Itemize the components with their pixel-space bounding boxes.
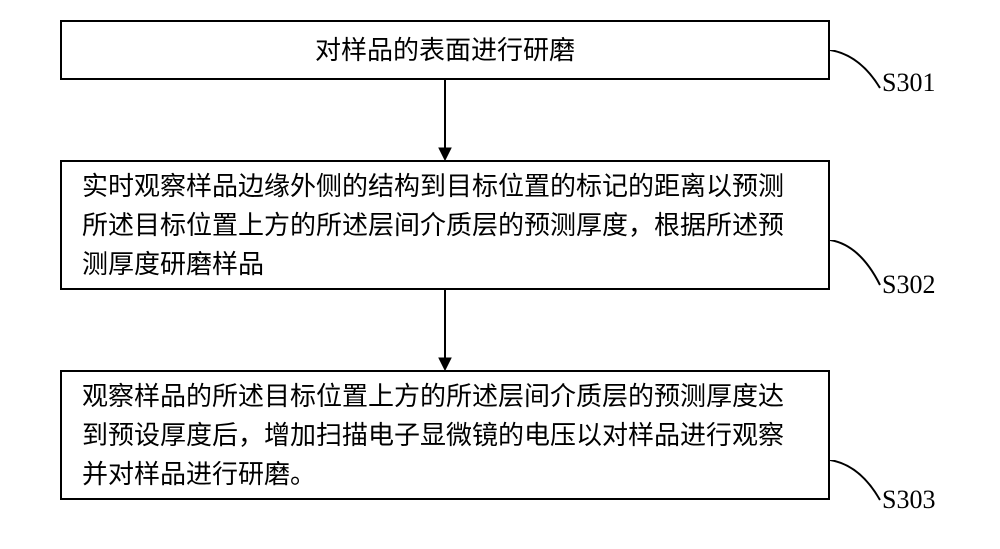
step-3-label: S303 [882, 485, 935, 515]
arrow-2-to-3 [435, 290, 455, 372]
step-1-label: S301 [882, 68, 935, 98]
step-1-text: 对样品的表面进行研磨 [315, 31, 575, 70]
flowchart-step-3: 观察样品的所述目标位置上方的所述层间介质层的预测厚度达到预设厚度后，增加扫描电子… [60, 370, 830, 500]
flowchart-container: 对样品的表面进行研磨 S301 实时观察样品边缘外侧的结构到目标位置的标记的距离… [0, 0, 1000, 549]
step-2-text: 实时观察样品边缘外侧的结构到目标位置的标记的距离以预测所述目标位置上方的所述层间… [82, 167, 808, 284]
flowchart-step-1: 对样品的表面进行研磨 [60, 20, 830, 80]
step-2-label: S302 [882, 270, 935, 300]
arrow-1-to-2 [435, 80, 455, 162]
flowchart-step-2: 实时观察样品边缘外侧的结构到目标位置的标记的距离以预测所述目标位置上方的所述层间… [60, 160, 830, 290]
step-3-text: 观察样品的所述目标位置上方的所述层间介质层的预测厚度达到预设厚度后，增加扫描电子… [82, 377, 808, 494]
